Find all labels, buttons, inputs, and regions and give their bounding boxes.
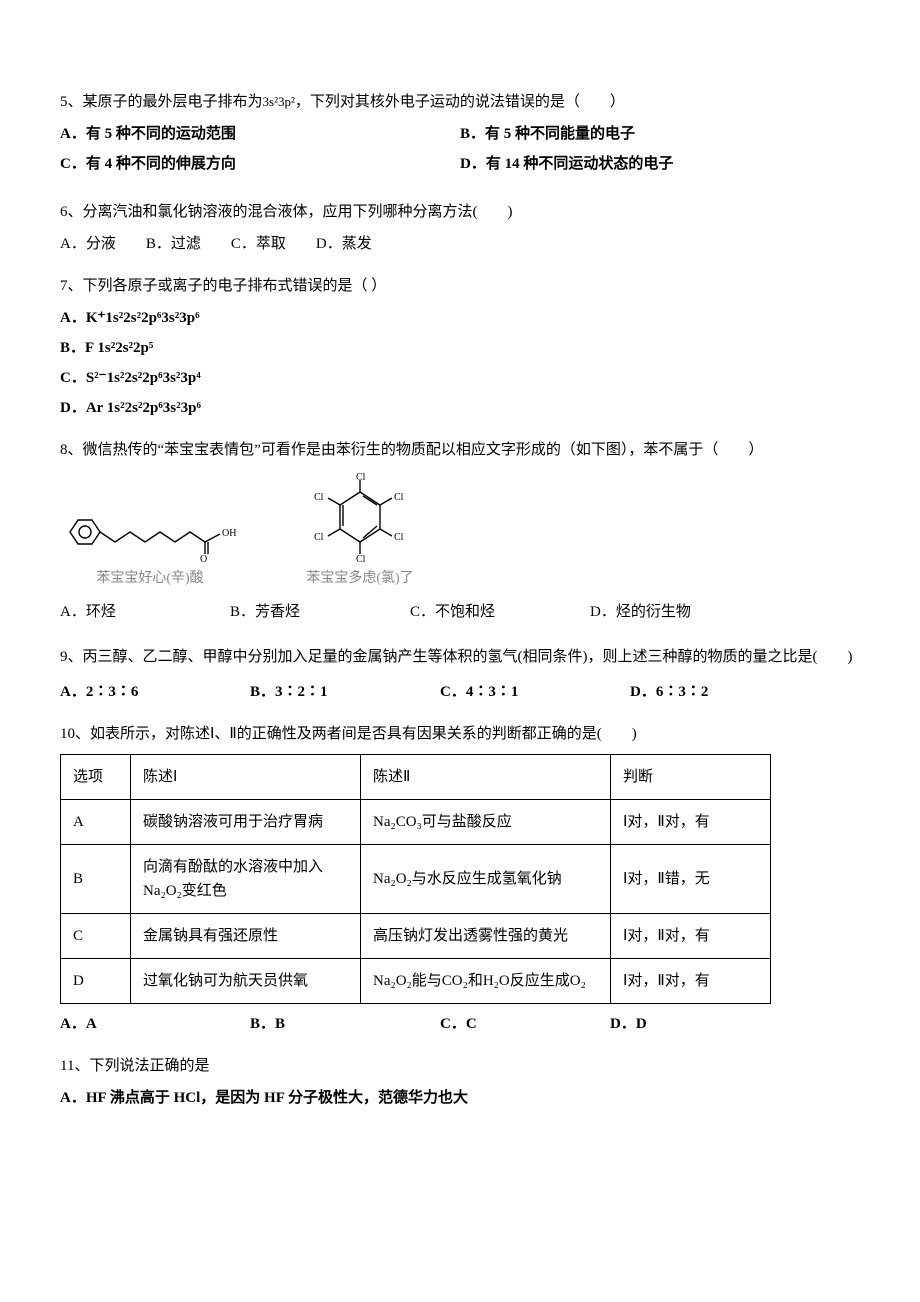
cell: Na₂O₂能与CO₂和H₂O反应生成O₂ (361, 959, 611, 1004)
q6-option-d: D．蒸发 (316, 232, 372, 256)
q11-stem: 11、下列说法正确的是 (60, 1054, 860, 1078)
phenyl-octanoic-acid-icon: OH O (60, 492, 240, 562)
th-statement1: 陈述Ⅰ (131, 755, 361, 800)
question-5: 5、某原子的最外层电子排布为3s²3p²，下列对其核外电子运动的说法错误的是（ … (60, 90, 860, 182)
cell: Na₂O₂与水反应生成氢氧化钠 (361, 845, 611, 914)
cell: 金属钠具有强还原性 (131, 914, 361, 959)
table-header-row: 选项 陈述Ⅰ 陈述Ⅱ 判断 (61, 755, 771, 800)
q11-options: A．HF 沸点高于 HCl，是因为 HF 分子极性大，范德华力也大 (60, 1086, 860, 1110)
cell: Na₂CO₃可与盐酸反应 (361, 800, 611, 845)
q6-options: A．分液 B．过滤 C．萃取 D．蒸发 (60, 232, 860, 256)
cell: 过氧化钠可为航天员供氧 (131, 959, 361, 1004)
svg-text:Cl: Cl (314, 532, 324, 543)
hexachlorobenzene-icon: Cl Cl Cl Cl Cl Cl (300, 472, 420, 562)
q9-option-b: B．3∶2∶1 (250, 680, 440, 704)
q10-option-c: C．C (440, 1012, 610, 1036)
q5-stem-b: ，下列对其核外电子运动的说法错误的是（ ） (295, 94, 625, 110)
q6-option-b: B．过滤 (146, 232, 201, 256)
cell: B (61, 845, 131, 914)
q10-option-b: B．B (250, 1012, 440, 1036)
table-row: B 向滴有酚酞的水溶液中加入Na₂O₂变红色 Na₂O₂与水反应生成氢氧化钠 Ⅰ… (61, 845, 771, 914)
cell: Ⅰ对，Ⅱ对，有 (611, 914, 771, 959)
q6-option-a: A．分液 (60, 232, 116, 256)
q9-option-a: A．2∶3∶6 (60, 680, 250, 704)
q7-options: A．K⁺1s²2s²2p⁶3s²3p⁶ B．F 1s²2s²2p⁵ C．S²⁻1… (60, 306, 860, 420)
q8-option-a: A．环烃 (60, 600, 230, 624)
cell: 高压钠灯发出透雾性强的黄光 (361, 914, 611, 959)
svg-text:Cl: Cl (314, 492, 324, 503)
table-row: A 碳酸钠溶液可用于治疗胃病 Na₂CO₃可与盐酸反应 Ⅰ对，Ⅱ对，有 (61, 800, 771, 845)
q5-option-c: C．有 4 种不同的伸展方向 (60, 152, 460, 176)
q5-option-d: D．有 14 种不同运动状态的电子 (460, 152, 860, 176)
q8-caption-1: 苯宝宝好心(辛)酸 (60, 568, 240, 590)
q10-stem: 10、如表所示，对陈述Ⅰ、Ⅱ的正确性及两者间是否具有因果关系的判断都正确的是( … (60, 722, 860, 746)
svg-text:O: O (200, 554, 207, 562)
question-8: 8、微信热传的“苯宝宝表情包”可看作是由苯衍生的物质配以相应文字形成的（如下图）… (60, 438, 860, 624)
cell: C (61, 914, 131, 959)
svg-text:Cl: Cl (356, 472, 366, 483)
q9-option-c: C．4∶3∶1 (440, 680, 630, 704)
svg-text:Cl: Cl (394, 492, 404, 503)
q11-option-a: A．HF 沸点高于 HCl，是因为 HF 分子极性大，范德华力也大 (60, 1086, 860, 1110)
q5-stem-a: 某原子的最外层电子排布为 (83, 94, 263, 110)
q8-molecule-1: OH O 苯宝宝好心(辛)酸 (60, 492, 240, 590)
q8-stem: 8、微信热传的“苯宝宝表情包”可看作是由苯衍生的物质配以相应文字形成的（如下图）… (60, 438, 860, 462)
table-row: C 金属钠具有强还原性 高压钠灯发出透雾性强的黄光 Ⅰ对，Ⅱ对，有 (61, 914, 771, 959)
svg-text:Cl: Cl (394, 532, 404, 543)
th-option: 选项 (61, 755, 131, 800)
q7-option-b: B．F 1s²2s²2p⁵ (60, 336, 860, 360)
cell: Ⅰ对，Ⅱ错，无 (611, 845, 771, 914)
q9-stem: 9、丙三醇、乙二醇、甲醇中分别加入足量的金属钠产生等体积的氢气(相同条件)，则上… (60, 642, 860, 672)
q6-stem: 6、分离汽油和氯化钠溶液的混合液体，应用下列哪种分离方法( ) (60, 200, 860, 224)
cell: D (61, 959, 131, 1004)
q9-option-d: D．6∶3∶2 (630, 680, 708, 704)
th-statement2: 陈述Ⅱ (361, 755, 611, 800)
th-judge: 判断 (611, 755, 771, 800)
q5-stem: 5、某原子的最外层电子排布为3s²3p²，下列对其核外电子运动的说法错误的是（ … (60, 90, 860, 114)
q10-option-a: A．A (60, 1012, 250, 1036)
cell: 碳酸钠溶液可用于治疗胃病 (131, 800, 361, 845)
q8-option-d: D．烃的衍生物 (590, 600, 691, 624)
question-10: 10、如表所示，对陈述Ⅰ、Ⅱ的正确性及两者间是否具有因果关系的判断都正确的是( … (60, 722, 860, 1036)
q8-options: A．环烃 B．芳香烃 C．不饱和烃 D．烃的衍生物 (60, 600, 860, 624)
q9-options: A．2∶3∶6 B．3∶2∶1 C．4∶3∶1 D．6∶3∶2 (60, 680, 860, 704)
q10-options: A．A B．B C．C D．D (60, 1012, 860, 1036)
question-6: 6、分离汽油和氯化钠溶液的混合液体，应用下列哪种分离方法( ) A．分液 B．过… (60, 200, 860, 256)
q5-config: 3s²3p² (263, 94, 295, 109)
cell: Ⅰ对，Ⅱ对，有 (611, 800, 771, 845)
q8-option-b: B．芳香烃 (230, 600, 410, 624)
svg-text:Cl: Cl (356, 554, 366, 562)
q8-images: OH O 苯宝宝好心(辛)酸 Cl Cl Cl (60, 472, 860, 590)
q7-stem: 7、下列各原子或离子的电子排布式错误的是（ ） (60, 274, 860, 298)
q8-molecule-2: Cl Cl Cl Cl Cl Cl 苯宝宝多虑(氯)了 (300, 472, 420, 590)
q7-option-d: D．Ar 1s²2s²2p⁶3s²3p⁶ (60, 396, 860, 420)
svg-text:OH: OH (222, 528, 236, 539)
q10-option-d: D．D (610, 1012, 647, 1036)
q5-options: A．有 5 种不同的运动范围 B．有 5 种不同能量的电子 C．有 4 种不同的… (60, 122, 860, 182)
cell: A (61, 800, 131, 845)
q7-option-c: C．S²⁻1s²2s²2p⁶3s²3p⁴ (60, 366, 860, 390)
q6-option-c: C．萃取 (231, 232, 286, 256)
q5-option-a: A．有 5 种不同的运动范围 (60, 122, 460, 146)
question-9: 9、丙三醇、乙二醇、甲醇中分别加入足量的金属钠产生等体积的氢气(相同条件)，则上… (60, 642, 860, 704)
q5-number: 5、 (60, 94, 83, 110)
cell: 向滴有酚酞的水溶液中加入Na₂O₂变红色 (131, 845, 361, 914)
question-11: 11、下列说法正确的是 A．HF 沸点高于 HCl，是因为 HF 分子极性大，范… (60, 1054, 860, 1110)
q10-table: 选项 陈述Ⅰ 陈述Ⅱ 判断 A 碳酸钠溶液可用于治疗胃病 Na₂CO₃可与盐酸反… (60, 754, 771, 1004)
q8-option-c: C．不饱和烃 (410, 600, 590, 624)
q7-option-a: A．K⁺1s²2s²2p⁶3s²3p⁶ (60, 306, 860, 330)
q8-caption-2: 苯宝宝多虑(氯)了 (300, 568, 420, 590)
question-7: 7、下列各原子或离子的电子排布式错误的是（ ） A．K⁺1s²2s²2p⁶3s²… (60, 274, 860, 420)
cell: Ⅰ对，Ⅱ对，有 (611, 959, 771, 1004)
q5-option-b: B．有 5 种不同能量的电子 (460, 122, 860, 146)
table-row: D 过氧化钠可为航天员供氧 Na₂O₂能与CO₂和H₂O反应生成O₂ Ⅰ对，Ⅱ对… (61, 959, 771, 1004)
